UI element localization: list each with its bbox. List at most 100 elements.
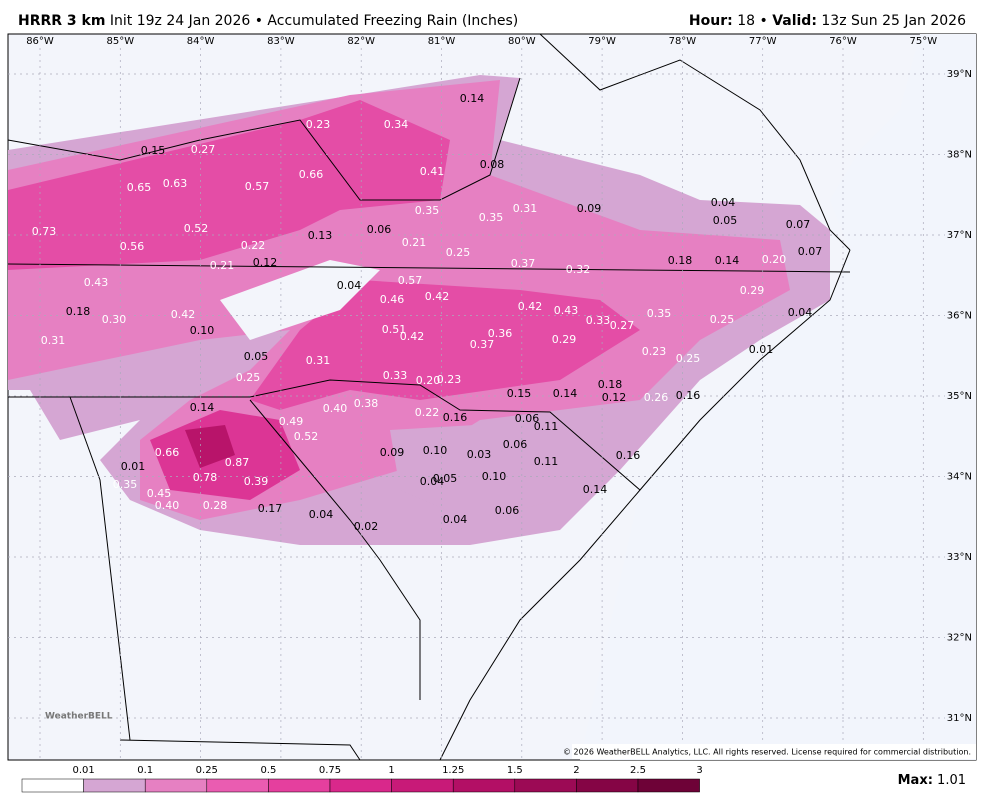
- legend-label: 2: [573, 765, 579, 776]
- legend-label: 2.5: [630, 765, 646, 776]
- legend-label: 3: [696, 765, 702, 776]
- point-label: 0.04: [443, 513, 468, 526]
- state-line: [7, 77, 521, 201]
- point-label: 0.05: [713, 214, 738, 227]
- point-label: 0.39: [244, 475, 269, 488]
- longitude-label: 83°W: [267, 36, 295, 47]
- point-labels: 0.14 0.23 0.34 0.15 0.27 0.08 0.66 0.41 0.65 0.63…: [32, 92, 823, 533]
- point-label: 0.27: [191, 143, 216, 156]
- point-label: 0.63: [163, 177, 188, 190]
- point-label: 0.33: [586, 314, 611, 327]
- longitude-label: 80°W: [508, 36, 536, 47]
- longitude-label: 77°W: [749, 36, 777, 47]
- coast: [439, 249, 851, 761]
- latitude-label: 37°N: [947, 230, 972, 241]
- longitude-label: 85°W: [106, 36, 134, 47]
- point-label: 0.04: [711, 196, 736, 209]
- precip-heavy: [8, 100, 450, 270]
- point-label: 0.15: [141, 144, 166, 157]
- point-label: 0.07: [786, 218, 811, 231]
- point-label: 0.14: [715, 254, 740, 267]
- point-label: 0.14: [460, 92, 485, 105]
- point-label: 0.22: [415, 406, 440, 419]
- point-label: 0.05: [433, 472, 458, 485]
- latitude-label: 36°N: [947, 311, 972, 322]
- point-label: 0.28: [203, 499, 228, 512]
- point-label: 0.16: [443, 411, 468, 424]
- point-label: 0.66: [299, 168, 324, 181]
- point-label: 0.29: [552, 333, 577, 346]
- point-label: 0.01: [749, 343, 774, 356]
- point-label: 0.10: [482, 470, 507, 483]
- point-label: 0.23: [437, 373, 462, 386]
- credit: © 2026 WeatherBELL Analytics, LLC. All r…: [563, 748, 971, 757]
- latitude-label: 38°N: [947, 150, 972, 161]
- legend-swatch: [452, 778, 516, 793]
- longitude-label: 84°W: [187, 36, 215, 47]
- legend-swatch: [637, 778, 700, 793]
- point-label: 0.20: [416, 374, 441, 387]
- longitude-label: 79°W: [588, 36, 616, 47]
- point-label: 0.43: [554, 304, 579, 317]
- point-label: 0.06: [367, 223, 392, 236]
- point-label: 0.06: [515, 412, 540, 425]
- longitude-label: 82°W: [347, 36, 375, 47]
- point-label: 0.34: [384, 118, 409, 131]
- point-label: 0.35: [415, 204, 440, 217]
- legend: 0.01 0.1 0.25 0.5 0.75 1 1.25 1.5 2 2.5 3: [21, 765, 703, 793]
- point-label: 0.32: [566, 263, 591, 276]
- longitude-labels: 86°W 85°W 84°W 83°W 82°W 81°W 80°W 79°W 78°W 77°W…: [26, 36, 937, 760]
- point-label: 0.31: [306, 354, 331, 367]
- latitude-label: 34°N: [947, 472, 972, 483]
- credit-bg: [572, 744, 976, 759]
- point-label: 0.37: [470, 338, 495, 351]
- legend-swatch: [576, 778, 639, 793]
- precip-heavy: [250, 280, 640, 410]
- point-label: 0.04: [420, 475, 445, 488]
- point-label: 0.27: [610, 319, 635, 332]
- legend-label: 0.25: [196, 765, 218, 776]
- valid: 13z Sun 25 Jan 2026: [821, 13, 966, 29]
- longitude-label: 76°W: [829, 36, 857, 47]
- point-label: 0.06: [495, 504, 520, 517]
- legend-swatch: [144, 778, 208, 793]
- point-label: 0.13: [308, 229, 333, 242]
- point-label: 0.23: [306, 118, 331, 131]
- point-label: 0.65: [127, 181, 152, 194]
- state-line: [249, 399, 421, 700]
- point-label: 0.33: [383, 369, 408, 382]
- point-label: 0.78: [193, 471, 218, 484]
- point-label: 0.25: [676, 352, 701, 365]
- point-label: 0.06: [503, 438, 528, 451]
- legend-label: 0.5: [260, 765, 276, 776]
- point-label: 0.36: [488, 327, 513, 340]
- model: HRRR 3 km: [18, 13, 105, 29]
- legend-swatch: [268, 778, 331, 793]
- state-line: [7, 263, 851, 273]
- point-label: 0.25: [710, 313, 735, 326]
- point-label: 0.04: [788, 306, 813, 319]
- point-label: 0.51: [382, 323, 407, 336]
- precip-gap: [220, 260, 380, 340]
- state-line: [539, 33, 851, 251]
- point-label: 0.18: [668, 254, 693, 267]
- point-label: 0.43: [84, 276, 109, 289]
- point-label: 0.73: [32, 225, 57, 238]
- point-label: 0.15: [507, 387, 532, 400]
- point-label: 0.21: [402, 236, 427, 249]
- point-label: 0.12: [602, 391, 627, 404]
- legend-label: 1.25: [442, 765, 464, 776]
- point-label: 0.52: [294, 430, 319, 443]
- point-label: 0.42: [171, 308, 196, 321]
- point-label: 0.14: [583, 483, 608, 496]
- legend-swatch: [514, 778, 577, 793]
- state-line: [8, 379, 641, 491]
- latitude-label: 32°N: [947, 633, 972, 644]
- max: Max: 1.01: [898, 773, 966, 788]
- point-label: 0.22: [241, 239, 266, 252]
- legend-label: 0.1: [137, 765, 153, 776]
- separator: •: [759, 13, 767, 29]
- point-label: 0.05: [244, 350, 269, 363]
- point-label: 0.11: [534, 455, 559, 468]
- point-label: 0.09: [577, 202, 602, 215]
